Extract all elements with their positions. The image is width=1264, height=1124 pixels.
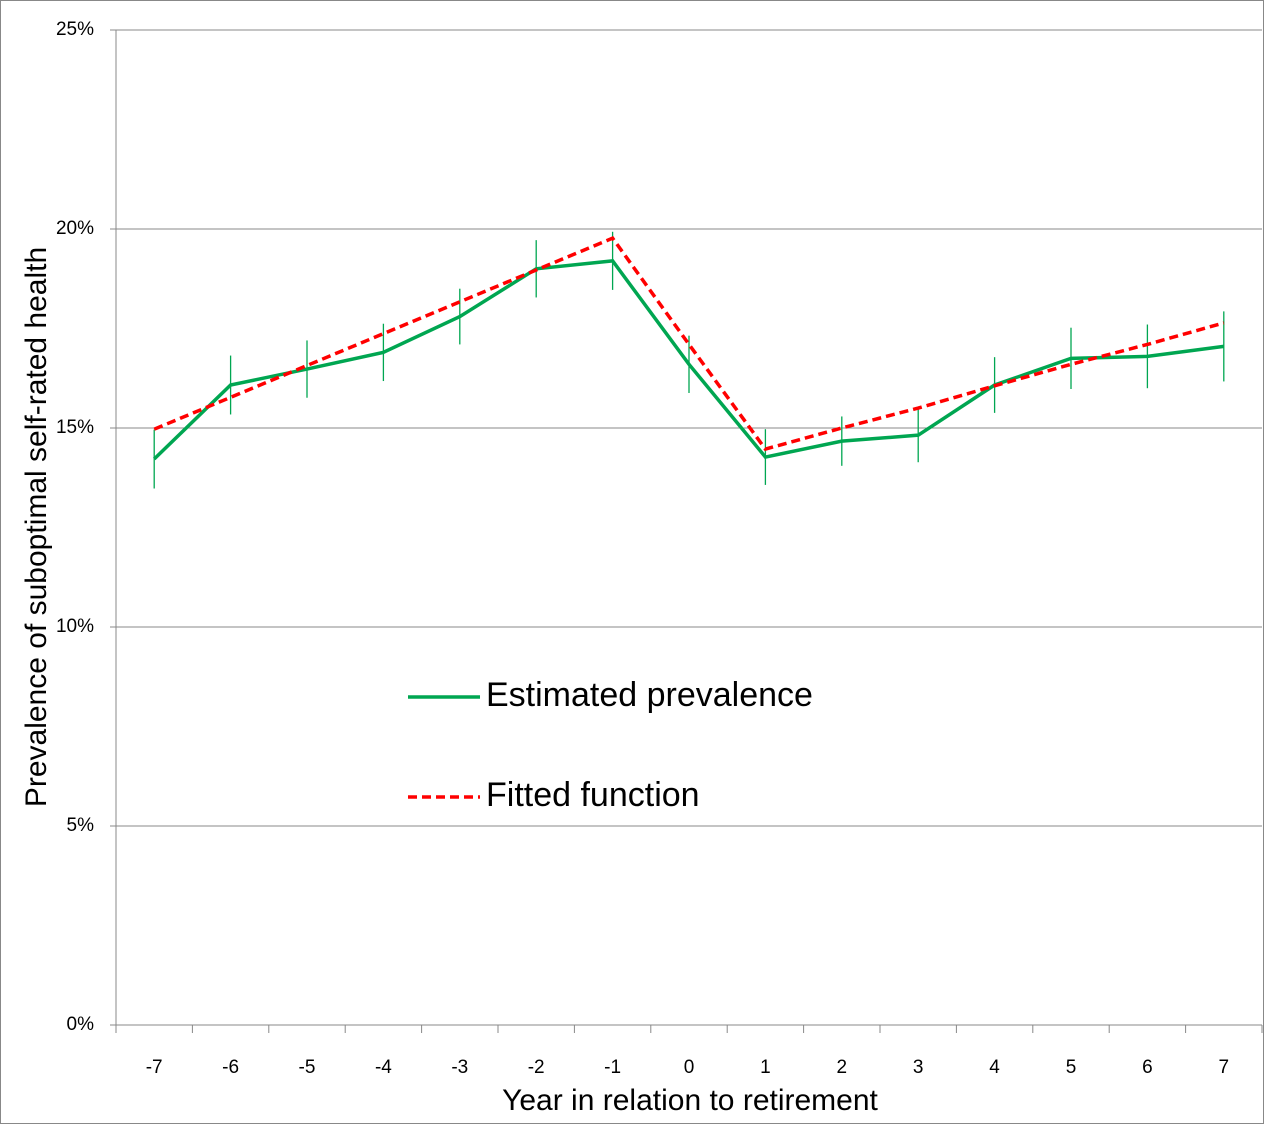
x-tick-label: 4 [989,1057,1000,1078]
legend-label: Estimated prevalence [486,676,813,714]
x-tick-label: 0 [684,1057,695,1078]
x-tick-label: 1 [760,1057,771,1078]
x-tick-label: 2 [837,1057,848,1078]
x-tick-label: 5 [1066,1057,1077,1078]
y-tick-label: 5% [67,815,95,836]
y-tick-label: 20% [56,218,94,239]
y-axis-label: Prevalence of suboptimal self-rated heal… [20,247,53,807]
y-tick-label: 15% [56,417,94,438]
x-axis-label: Year in relation to retirement [502,1084,878,1117]
x-tick-label: -7 [146,1057,163,1078]
x-tick-label: 6 [1142,1057,1153,1078]
x-tick-label: 7 [1219,1057,1230,1078]
x-tick-label: -2 [528,1057,545,1078]
x-tick-label: -3 [451,1057,468,1078]
y-tick-label: 0% [67,1014,95,1035]
x-tick-label: -4 [375,1057,392,1078]
x-tick-label: -6 [222,1057,239,1078]
x-tick-label: 3 [913,1057,924,1078]
legend-label: Fitted function [486,776,700,814]
x-tick-label: -1 [604,1057,621,1078]
y-tick-label: 10% [56,616,94,637]
x-tick-label: -5 [299,1057,316,1078]
series-line [152,258,1225,461]
y-tick-label: 25% [56,19,94,40]
